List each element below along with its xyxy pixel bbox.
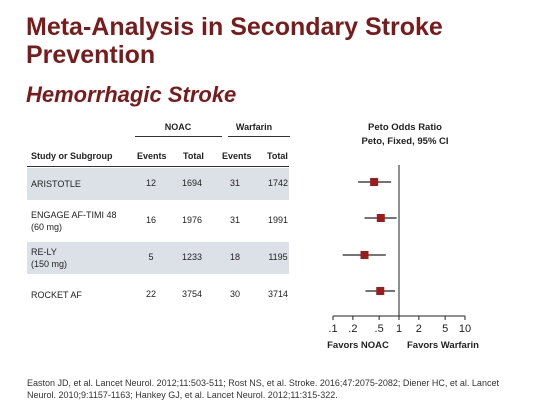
x-tick-label: 1 (396, 323, 402, 335)
odds-ratio-marker (370, 178, 379, 186)
table-row: ENGAGE AF-TIMI 48 (60 mg) 16 1976 31 1991 (27, 205, 289, 237)
group-line-warfarin (228, 136, 290, 137)
page-subtitle: Hemorrhagic Stroke (26, 82, 237, 107)
study-name: RE-LY (150 mg) (31, 247, 68, 269)
noac-events: 22 (145, 289, 156, 299)
header-rule (27, 166, 289, 167)
noac-total: 1976 (181, 215, 203, 225)
x-tick-label: .5 (375, 323, 384, 335)
group-header-noac: NOAC (164, 122, 192, 132)
col-header-noac-events: Events (137, 151, 167, 161)
table-row: ROCKET AF 22 3754 30 3714 (27, 279, 289, 311)
warfarin-events: 18 (229, 252, 240, 262)
table-row: RE-LY (150 mg) 5 1233 18 1195 (27, 242, 289, 274)
table-row: ARISTOTLE 12 1694 31 1742 (27, 168, 289, 200)
study-name: ARISTOTLE (31, 179, 81, 189)
noac-total: 1694 (181, 178, 203, 188)
col-header-noac-total: Total (183, 151, 204, 161)
warfarin-events: 31 (229, 215, 240, 225)
noac-total: 1233 (181, 252, 203, 262)
warfarin-total: 3714 (267, 289, 289, 299)
forest-title-line2: Peto, Fixed, 95% CI (361, 136, 449, 147)
noac-events: 12 (145, 178, 156, 188)
noac-events: 16 (145, 215, 156, 225)
odds-ratio-marker (376, 214, 385, 222)
favors-warfarin-label: Favors Warfarin (407, 340, 479, 351)
x-tick-label: 5 (442, 323, 448, 335)
x-tick-label: .2 (348, 323, 357, 335)
noac-events: 5 (148, 252, 154, 262)
col-header-warfarin-events: Events (222, 151, 252, 161)
odds-ratio-marker (360, 251, 369, 259)
group-line-noac (135, 136, 222, 137)
odds-ratio-marker (376, 287, 385, 295)
study-name: ROCKET AF (31, 290, 82, 300)
study-name: ENGAGE AF-TIMI 48 (60 mg) (31, 210, 117, 232)
forest-title-line1: Peto Odds Ratio (368, 122, 442, 133)
warfarin-total: 1195 (268, 252, 288, 262)
warfarin-total: 1742 (267, 178, 289, 188)
page-title: Meta-Analysis in Secondary Stroke Preven… (26, 13, 443, 69)
noac-total: 3754 (181, 289, 203, 299)
x-tick-label: 10 (459, 323, 471, 335)
favors-noac-label: Favors NOAC (327, 340, 389, 351)
col-header-study: Study or Subgroup (31, 151, 113, 161)
x-tick-label: .1 (328, 323, 337, 335)
x-tick-label: 2 (416, 323, 422, 335)
group-header-warfarin: Warfarin (235, 122, 273, 132)
warfarin-events: 31 (229, 178, 240, 188)
warfarin-total: 1991 (267, 215, 289, 225)
warfarin-events: 30 (229, 289, 240, 299)
footer-references: Easton JD, et al. Lancet Neurol. 2012;11… (27, 378, 499, 400)
col-header-warfarin-total: Total (267, 151, 288, 161)
